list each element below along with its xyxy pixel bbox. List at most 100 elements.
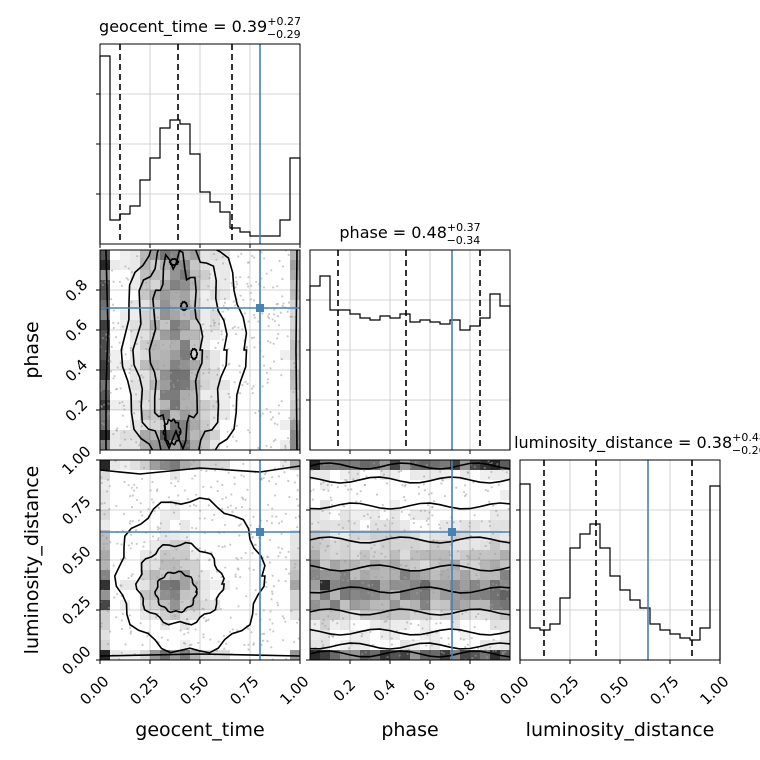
density-cell — [430, 550, 440, 560]
density-cell — [210, 440, 220, 450]
scatter-point — [195, 596, 198, 599]
density-cell — [100, 320, 110, 330]
density-cell — [100, 520, 110, 530]
scatter-point — [276, 604, 280, 607]
scatter-point — [277, 579, 280, 582]
density-cell — [200, 430, 210, 440]
scatter-point — [405, 621, 409, 624]
density-cell — [350, 530, 360, 540]
density-cell — [310, 570, 320, 580]
x-tick-label-phase: 0.2 — [330, 676, 360, 706]
scatter-point — [289, 441, 292, 444]
density-cell — [500, 550, 510, 560]
density-cell — [170, 390, 180, 400]
scatter-point — [293, 566, 296, 569]
scatter-point — [100, 405, 103, 408]
density-cell — [160, 310, 170, 320]
scatter-point — [439, 470, 442, 473]
density-cell — [180, 420, 190, 430]
density-cell — [390, 620, 400, 630]
scatter-point — [494, 625, 497, 629]
density-cell — [180, 410, 190, 420]
contour-band — [310, 476, 510, 484]
density-cell — [140, 380, 150, 390]
scatter-point — [164, 535, 168, 538]
density-cell — [410, 610, 420, 620]
scatter-point — [375, 493, 379, 496]
density-cell — [130, 580, 140, 590]
scatter-point — [210, 576, 214, 579]
density-cell — [500, 540, 510, 550]
density-cell — [320, 610, 330, 620]
density-cell — [320, 590, 330, 600]
scatter-point — [130, 505, 134, 509]
scatter-point — [249, 291, 252, 295]
density-cell — [160, 590, 170, 600]
grid-lines — [310, 250, 510, 450]
scatter-point — [316, 601, 319, 604]
scatter-point — [265, 444, 268, 447]
scatter-point — [135, 542, 138, 546]
scatter-point — [188, 393, 191, 396]
density-cell — [210, 430, 220, 440]
density-cell — [460, 590, 470, 600]
density-cell — [100, 260, 110, 270]
scatter-point — [106, 478, 110, 481]
density-cell — [320, 510, 330, 520]
density-cell — [100, 440, 110, 450]
scatter-point — [185, 558, 188, 561]
density-cell — [160, 280, 170, 290]
density-cell — [450, 520, 460, 530]
density-cell — [190, 570, 200, 580]
density-cell — [390, 600, 400, 610]
density-cell — [350, 550, 360, 560]
hist-title-luminosity_distance: luminosity_distance = 0.38+0.48−0.26 — [514, 431, 760, 457]
scatter-point — [226, 308, 230, 311]
scatter-point — [147, 415, 150, 419]
density-cell — [500, 620, 510, 630]
scatter-point — [158, 397, 161, 401]
scatter-point — [252, 515, 255, 518]
density-cell — [170, 340, 180, 350]
scatter-point — [359, 599, 362, 602]
scatter-point — [352, 605, 355, 608]
scatter-point — [280, 374, 283, 377]
density-cell — [400, 460, 410, 470]
scatter-point — [461, 598, 464, 601]
scatter-point — [480, 520, 483, 523]
y-tick-label-luminosity_distance: 0.00 — [58, 642, 94, 678]
scatter-point — [296, 526, 299, 529]
density-cell — [190, 380, 200, 390]
scatter-point — [123, 408, 126, 411]
density-cell — [430, 580, 440, 590]
scatter-point — [198, 298, 201, 301]
scatter-point — [109, 540, 112, 544]
scatter-point — [183, 633, 186, 636]
density-cell — [400, 600, 410, 610]
scatter-point — [490, 461, 493, 464]
scatter-point — [233, 482, 236, 486]
density-cell — [430, 570, 440, 580]
scatter-point — [414, 611, 417, 614]
scatter-point — [483, 466, 486, 469]
density-cell — [320, 550, 330, 560]
density-cell — [100, 330, 110, 340]
scatter-point — [497, 566, 500, 569]
density-cell — [380, 530, 390, 540]
scatter-point — [269, 446, 273, 449]
scatter-point — [479, 597, 482, 601]
scatter-point — [237, 326, 240, 329]
y-tick-label-luminosity_distance: 0.75 — [58, 492, 94, 528]
density-cell — [500, 570, 510, 580]
scatter-point — [341, 526, 345, 529]
density-cell — [180, 610, 190, 620]
scatter-point — [246, 282, 249, 285]
scatter-point — [347, 647, 350, 650]
scatter-point — [264, 471, 268, 474]
density-cell — [310, 550, 320, 560]
density-cell — [380, 590, 390, 600]
density-cell — [380, 630, 390, 640]
scatter-point — [227, 363, 230, 366]
density-cell — [170, 270, 180, 280]
scatter-point — [242, 462, 245, 466]
